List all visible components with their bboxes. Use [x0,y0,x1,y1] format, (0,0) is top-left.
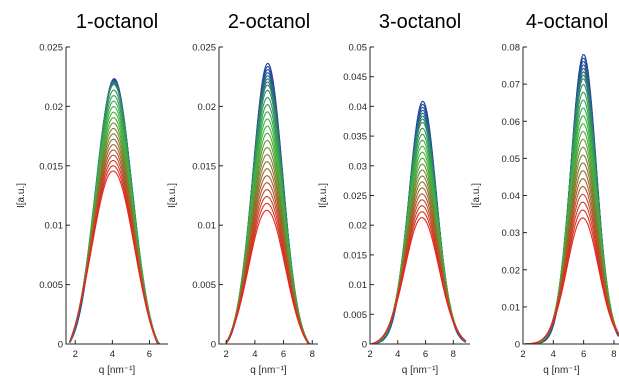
y-tick-label: 0.025 [343,191,367,202]
panel-3: 3-octanol 0 0.005 0.01 0.015 0.02 0.025 0.03 0.0… [318,11,470,376]
x-tick-label: 4 [252,349,257,360]
y-tick-label: 0 [362,340,367,351]
y-tick-label: 0.04 [502,191,521,202]
series-line [69,111,167,345]
y-tick-label: 0.01 [502,302,521,313]
series-line [69,144,167,345]
series-line [225,195,317,345]
series-line [225,202,317,345]
series-line [371,187,467,345]
series-line [69,81,167,345]
y-tick-label: 0 [58,340,63,351]
panel-title: 2-octanol [228,11,310,33]
y-tick-label: 0.015 [343,250,367,261]
x-tick-label: 8 [611,349,616,360]
x-tick-label: 8 [451,349,456,360]
y-tick-label: 0.01 [198,221,217,232]
x-tick-label: 6 [423,349,428,360]
x-tick-label: 4 [551,349,556,360]
x-tick-label: 2 [73,349,78,360]
series-line [69,116,167,345]
x-tick-label: 6 [581,349,586,360]
series-line [225,189,317,345]
series-line [69,159,167,345]
panel-1: 1-octanol 0 0.005 0.01 0.015 0.02 0.025 2 4 6 q [n… [16,11,168,376]
x-tick-label: 6 [147,349,152,360]
y-tick-label: 0.045 [343,72,367,83]
y-tick-label: 0.03 [349,161,368,172]
y-tick-label: 0.02 [502,265,521,276]
y-tick-label: 0.005 [192,280,216,291]
y-tick-label: 0.035 [343,132,367,143]
series-line [69,154,167,345]
series-line [69,106,167,345]
curves-group [524,53,619,345]
y-tick-label: 0.05 [349,43,368,54]
curves-group [225,62,317,345]
y-tick-label: 0.01 [349,280,368,291]
series-line [225,154,317,345]
series-line [225,139,317,345]
panel-4: 4-octanol 0 0.01 0.02 0.03 0.04 0.05 0.06 0.07 0.… [471,11,619,376]
curves-group [371,100,467,345]
series-line [69,149,167,345]
series-line [371,211,467,345]
x-axis-label: q [nm⁻¹] [250,365,287,376]
series-line [69,100,167,345]
series-line [371,181,467,345]
y-tick-label: 0.05 [502,154,521,165]
x-axis-label: q [nm⁻¹] [402,365,439,376]
panel-title: 4-octanol [526,11,608,33]
series-line [225,132,317,345]
series-line [371,205,467,345]
x-tick-label: 2 [224,349,229,360]
y-tick-label: 0.02 [198,102,217,113]
x-axis-label: q [nm⁻¹] [99,365,136,376]
y-tick-label: 0.015 [39,161,63,172]
x-tick-label: 4 [110,349,115,360]
y-tick-label: 0.005 [39,280,63,291]
y-tick-label: 0.02 [349,221,368,232]
series-line [371,217,467,345]
series-line [371,115,467,345]
y-axis-label: I[a.u.] [16,183,27,208]
series-line [225,146,317,345]
x-tick-label: 4 [395,349,400,360]
x-axis-label: q [nm⁻¹] [543,365,580,376]
series-line [225,125,317,345]
y-tick-label: 0.03 [502,228,521,239]
x-tick-label: 2 [520,349,525,360]
x-tick-label: 8 [310,349,315,360]
y-tick-label: 0.07 [502,80,521,91]
y-tick-label: 0.015 [192,161,216,172]
series-line [225,209,317,345]
curves-group [69,78,167,345]
series-line [524,217,619,345]
y-tick-label: 0.06 [502,117,521,128]
y-tick-label: 0.005 [343,310,367,321]
y-axis-label: I[a.u.] [318,183,329,208]
y-tick-label: 0.01 [45,221,64,232]
series-line [69,80,167,345]
panel-title: 1-octanol [76,11,158,33]
series-line [371,199,467,345]
x-tick-label: 6 [281,349,286,360]
y-tick-label: 0.02 [45,102,64,113]
series-line [371,193,467,345]
y-axis-label: I[a.u.] [471,183,482,208]
panel-2: 2-octanol 0 0.005 0.01 0.015 0.02 0.025 2 4 6 8 q [… [167,11,318,376]
y-axis-label: I[a.u.] [167,183,178,208]
y-tick-label: 0 [211,340,216,351]
panel-title: 3-octanol [379,11,461,33]
x-tick-label: 2 [367,349,372,360]
y-tick-label: 0.025 [39,43,63,54]
y-tick-label: 0 [515,340,520,351]
series-line [69,165,167,345]
series-line [69,81,167,345]
y-tick-label: 0.08 [502,43,521,54]
series-line [69,170,167,345]
y-tick-label: 0.025 [192,43,216,54]
y-tick-label: 0.04 [349,102,368,113]
